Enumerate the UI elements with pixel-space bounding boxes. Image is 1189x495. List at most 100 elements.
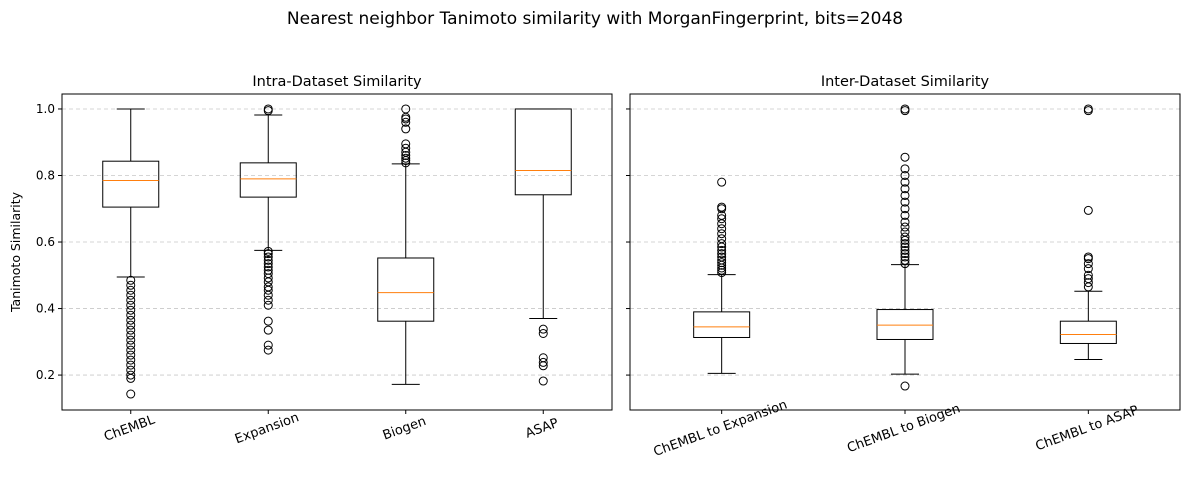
- figure-title: Nearest neighbor Tanimoto similarity wit…: [287, 9, 903, 29]
- outlier-point: [126, 290, 136, 300]
- outlier-point: [900, 249, 910, 259]
- outlier-point: [263, 269, 273, 279]
- outlier-point: [263, 325, 273, 335]
- outlier-point: [126, 280, 136, 290]
- outlier-point: [900, 245, 910, 255]
- outlier-point: [717, 268, 727, 278]
- axes-title: Inter-Dataset Similarity: [821, 74, 990, 90]
- outlier-point: [263, 262, 273, 272]
- outlier-point: [1083, 259, 1093, 269]
- outlier-point: [126, 345, 136, 355]
- outlier-point: [126, 275, 136, 285]
- outlier-point: [717, 239, 727, 249]
- panel-inter-dataset: ChEMBL to Expansion ChEMBL to Biogen ChEMB…: [626, 74, 1181, 460]
- outlier-point: [126, 365, 136, 375]
- outlier-point: [900, 239, 910, 249]
- box-asap: [514, 108, 572, 386]
- outlier-point: [717, 252, 727, 262]
- outlier-point: [126, 370, 136, 380]
- box-chembl-to-expansion: [693, 177, 751, 374]
- outlier-point: [900, 381, 910, 391]
- outlier-point: [263, 295, 273, 305]
- outlier-point: [401, 117, 411, 127]
- outlier-point: [900, 104, 910, 114]
- outlier-point: [900, 232, 910, 242]
- outlier-point: [263, 282, 273, 292]
- outlier-point: [263, 345, 273, 355]
- box-expansion: [239, 104, 297, 355]
- outlier-point: [900, 255, 910, 265]
- outlier-point: [900, 252, 910, 262]
- outlier-point: [538, 376, 548, 386]
- outlier-point: [717, 214, 727, 224]
- outlier-point: [900, 177, 910, 187]
- outlier-point: [126, 320, 136, 330]
- outlier-point: [717, 258, 727, 268]
- outlier-point: [263, 252, 273, 262]
- outlier-point: [717, 229, 727, 239]
- outlier-point: [900, 222, 910, 232]
- box-chembl-to-biogen: [876, 104, 934, 391]
- y-tick-label: 0.8: [36, 168, 55, 182]
- x-tick-label: Biogen: [381, 414, 428, 443]
- outlier-point: [900, 190, 910, 200]
- outlier-point: [263, 259, 273, 269]
- outlier-point: [263, 104, 273, 114]
- x-tick-label: ASAP: [523, 416, 560, 442]
- outlier-point: [900, 164, 910, 174]
- outlier-point: [401, 104, 411, 114]
- y-tick-label: 1.0: [36, 102, 55, 116]
- outlier-point: [900, 197, 910, 207]
- y-tick-label: 0.2: [36, 368, 55, 382]
- outlier-point: [717, 249, 727, 259]
- outlier-point: [1083, 264, 1093, 274]
- outlier-point: [538, 357, 548, 367]
- box-iqr: [876, 309, 934, 340]
- y-tick-label: 0.4: [36, 302, 55, 316]
- outlier-point: [126, 325, 136, 335]
- outlier-point: [900, 152, 910, 162]
- box-iqr: [377, 257, 435, 322]
- axes-frame: [61, 93, 613, 411]
- outlier-point: [717, 224, 727, 234]
- outlier-point: [126, 310, 136, 320]
- box-iqr: [102, 160, 160, 208]
- y-tick-label: 0.6: [36, 235, 55, 249]
- outlier-point: [401, 124, 411, 134]
- box-chembl-to-asap: [1059, 104, 1117, 360]
- outlier-point: [401, 153, 411, 163]
- outlier-point: [401, 143, 411, 153]
- outlier-point: [126, 330, 136, 340]
- x-tick-label: ChEMBL: [102, 412, 158, 444]
- box-iqr: [514, 108, 572, 196]
- outlier-point: [263, 249, 273, 259]
- outlier-point: [900, 259, 910, 269]
- outlier-point: [126, 389, 136, 399]
- outlier-point: [1083, 252, 1093, 262]
- outlier-point: [126, 360, 136, 370]
- outlier-point: [401, 151, 411, 161]
- x-tick-label: ChEMBL to Expansion: [652, 398, 790, 460]
- box-iqr: [693, 311, 751, 338]
- outlier-point: [717, 255, 727, 265]
- outlier-point: [538, 353, 548, 363]
- outlier-point: [401, 158, 411, 168]
- outlier-point: [900, 184, 910, 194]
- outlier-point: [900, 170, 910, 180]
- y-axis-label: Tanimoto Similarity: [8, 191, 23, 313]
- outlier-point: [717, 202, 727, 212]
- outlier-point: [263, 300, 273, 310]
- outlier-point: [263, 316, 273, 326]
- outlier-point: [126, 285, 136, 295]
- panel-intra-dataset: ChEMBL Expansion Biogen ASAP 0.2 0.4 0.6 0.8 1.0…: [8, 74, 613, 447]
- outlier-point: [401, 139, 411, 149]
- outlier-point: [717, 245, 727, 255]
- outlier-point: [900, 242, 910, 252]
- outlier-point: [126, 350, 136, 360]
- outlier-point: [538, 324, 548, 334]
- outlier-point: [263, 340, 273, 350]
- outlier-point: [126, 335, 136, 345]
- axes-frame: [629, 93, 1181, 411]
- outlier-point: [900, 227, 910, 237]
